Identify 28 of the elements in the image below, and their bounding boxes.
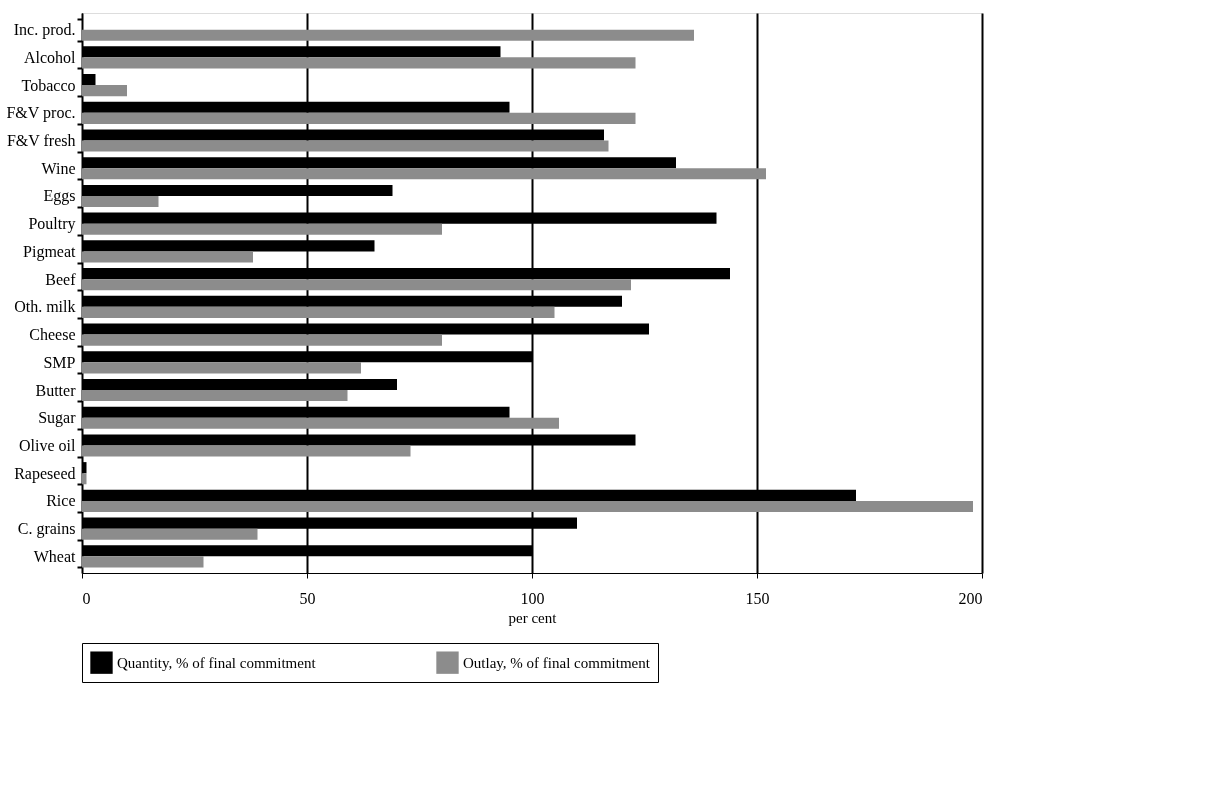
legend-label: Outlay, % of final commitment <box>463 654 651 671</box>
y-tick-label: C. grains <box>17 520 76 539</box>
y-tick-label: Poultry <box>28 215 76 234</box>
y-tick-label: Inc. prod. <box>13 21 76 40</box>
y-tick-label: F&V fresh <box>6 132 76 150</box>
x-tick-label: 200 <box>958 589 983 607</box>
y-tick-label: Beef <box>45 270 77 288</box>
y-tick-label: Wheat <box>33 547 77 565</box>
x-tick-label: 100 <box>520 589 545 607</box>
x-tick-label: 150 <box>745 589 770 607</box>
y-tick-label: Oth. milk <box>14 298 76 316</box>
x-axis-title: per cent <box>508 609 558 626</box>
y-tick-label: Wine <box>41 159 76 177</box>
y-tick-label: Pigmeat <box>23 242 77 261</box>
y-tick-label: Rapeseed <box>14 464 76 483</box>
y-tick-label: Sugar <box>38 409 77 428</box>
y-tick-label: Butter <box>35 381 77 399</box>
y-tick-label: Rice <box>46 492 76 510</box>
y-tick-label: Olive oil <box>19 436 77 454</box>
y-tick-label: Eggs <box>43 187 76 206</box>
legend-label: Quantity, % of final commitment <box>117 654 317 671</box>
y-tick-label: SMP <box>43 353 76 371</box>
x-tick-label: 50 <box>299 589 316 607</box>
y-tick-label: Tobacco <box>21 76 76 94</box>
y-tick-label: Cheese <box>29 326 76 344</box>
x-tick-label: 0 <box>82 589 91 607</box>
y-tick-label: Alcohol <box>23 48 77 66</box>
y-tick-label: F&V proc. <box>6 104 76 123</box>
